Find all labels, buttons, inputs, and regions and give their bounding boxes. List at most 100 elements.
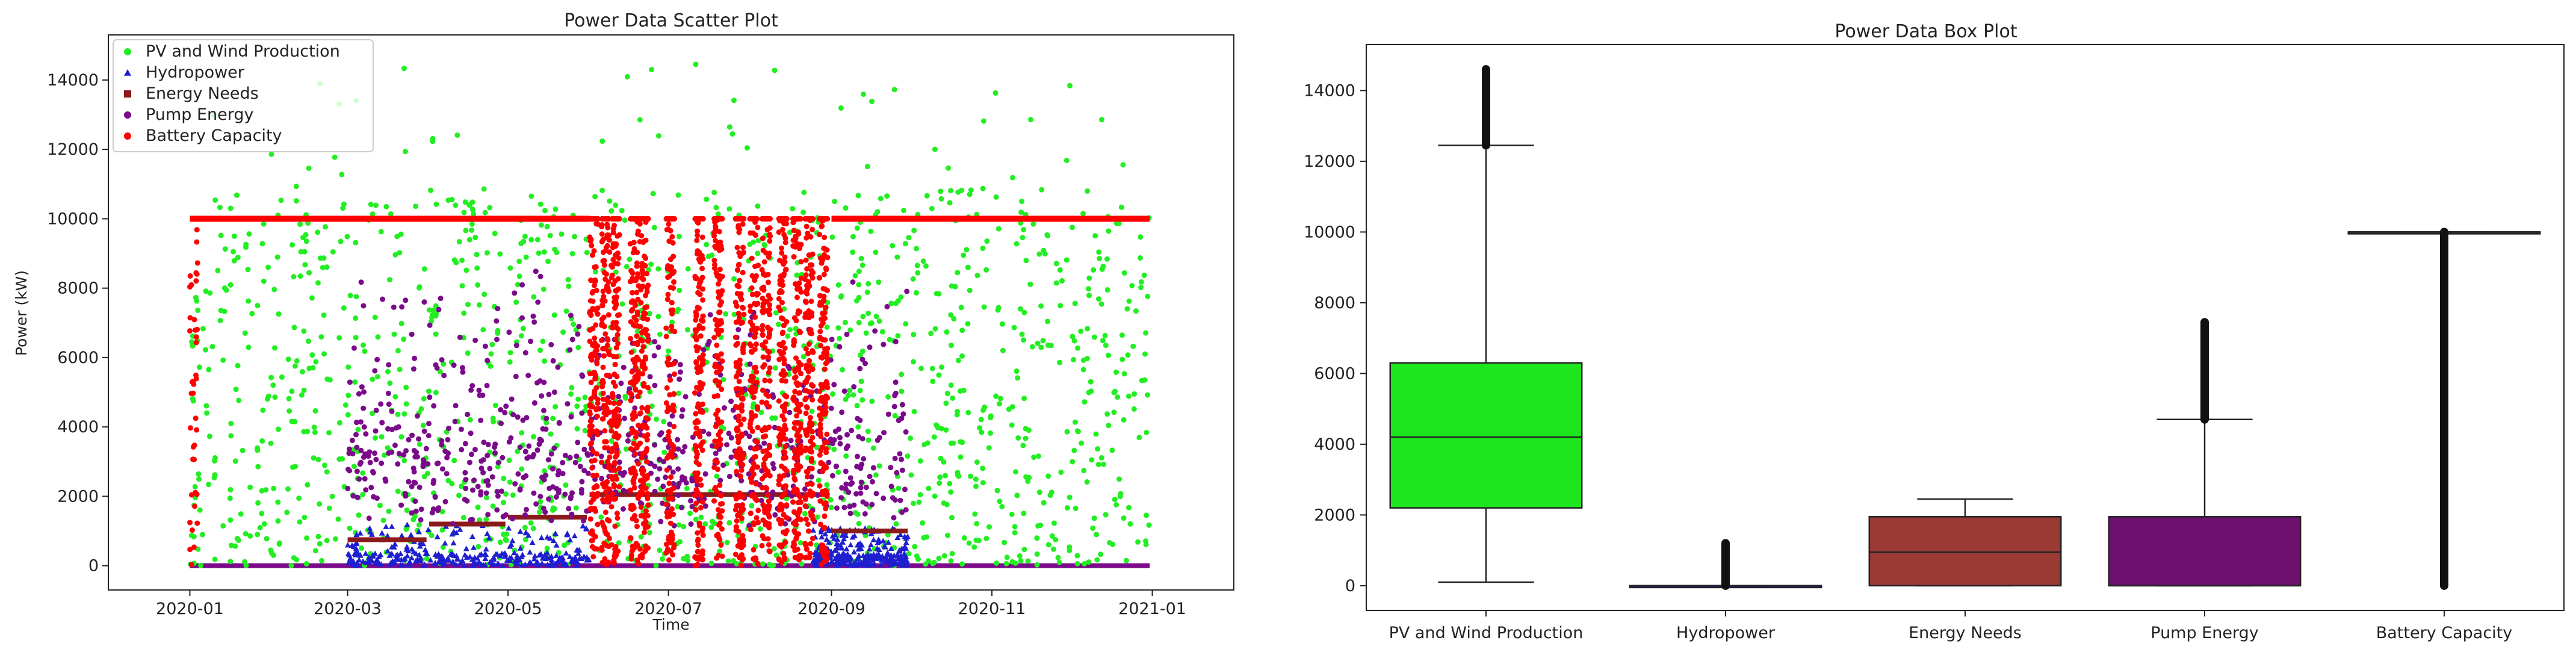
scatter-point xyxy=(218,308,224,314)
scatter-point xyxy=(643,356,649,362)
scatter-point xyxy=(958,454,964,460)
scatter-point xyxy=(577,555,583,561)
scatter-point xyxy=(599,231,605,237)
scatter-point xyxy=(574,453,580,459)
scatter-point xyxy=(808,541,814,547)
scatter-point xyxy=(661,459,667,465)
scatter-point xyxy=(501,532,507,538)
scatter-point xyxy=(699,499,705,505)
scatter-point xyxy=(1086,559,1092,565)
scatter-point xyxy=(459,365,465,371)
scatter-point xyxy=(599,476,605,482)
scatter-point xyxy=(379,530,385,536)
scatter-point xyxy=(621,364,627,370)
scatter-point xyxy=(300,369,306,375)
scatter-point xyxy=(740,556,746,562)
scatter-point xyxy=(560,471,566,477)
scatter-point xyxy=(853,559,859,565)
scatter-point xyxy=(553,494,559,500)
scatter-point xyxy=(978,417,984,423)
scatter-point xyxy=(950,395,956,401)
scatter-point xyxy=(401,66,407,72)
scatter-point xyxy=(562,453,568,459)
scatter-point xyxy=(402,149,408,155)
scatter-point xyxy=(326,505,332,511)
scatter-chart: Power Data Scatter Plot 2020-01 2020-03 20… xyxy=(13,10,1234,633)
scatter-point xyxy=(484,530,491,536)
scatter-point xyxy=(850,249,856,255)
scatter-point xyxy=(513,556,520,562)
scatter-point xyxy=(519,282,525,288)
scatter-point xyxy=(593,322,599,328)
scatter-point xyxy=(512,290,518,296)
scatter-point xyxy=(817,232,823,238)
scatter-point xyxy=(406,562,413,568)
scatter-point xyxy=(476,559,483,565)
scatter-point xyxy=(997,498,1003,504)
scatter-point xyxy=(748,527,754,533)
scatter-point xyxy=(556,420,562,426)
scatter-point xyxy=(640,284,646,290)
scatter-point xyxy=(291,555,297,561)
scatter-point xyxy=(892,497,898,503)
scatter-point xyxy=(821,526,827,532)
scatter-point xyxy=(695,228,701,234)
scatter-point xyxy=(503,538,509,544)
scatter-point xyxy=(407,532,414,538)
scatter-point xyxy=(988,413,994,419)
scatter-point xyxy=(589,465,595,471)
scatter-point xyxy=(848,555,855,561)
scatter-point xyxy=(475,544,481,550)
scatter-point xyxy=(1013,469,1019,475)
scatter-point xyxy=(676,390,682,396)
scatter-point xyxy=(485,358,491,364)
scatter-point xyxy=(865,311,872,317)
scatter-point xyxy=(740,221,746,227)
scatter-point xyxy=(780,368,786,374)
scatter-point xyxy=(378,561,385,567)
scatter-point xyxy=(451,458,457,464)
scatter-point xyxy=(380,296,386,302)
scatter-point xyxy=(861,91,867,97)
scatter-point xyxy=(238,511,244,517)
scatter-point xyxy=(234,192,240,198)
scatter-point xyxy=(740,533,746,539)
scatter-point xyxy=(1064,505,1070,511)
scatter-point xyxy=(404,544,410,550)
scatter-point xyxy=(690,434,696,440)
scatter-point xyxy=(782,235,788,241)
scatter-point xyxy=(751,394,757,400)
scatter-point xyxy=(879,554,885,560)
scatter-point xyxy=(804,266,810,272)
scatter-point xyxy=(751,520,757,526)
scatter-point xyxy=(197,507,203,513)
scatter-point xyxy=(728,399,734,405)
scatter-point xyxy=(478,465,485,471)
scatter-point xyxy=(360,470,366,476)
scatter-point xyxy=(542,551,548,557)
scatter-point xyxy=(365,453,371,459)
scatter-point xyxy=(556,468,562,474)
scatter-point xyxy=(487,465,493,471)
scatter-point xyxy=(582,427,588,433)
scatter-point xyxy=(392,252,398,258)
scatter-point xyxy=(817,412,823,418)
scatter-point xyxy=(240,447,246,453)
scatter-point xyxy=(767,225,773,231)
scatter-point xyxy=(749,285,755,291)
scatter-point xyxy=(747,361,753,367)
scatter-point xyxy=(604,372,610,378)
scatter-point xyxy=(591,282,597,288)
scatter-point xyxy=(755,424,761,430)
scatter-point xyxy=(796,553,802,559)
scatter-point xyxy=(719,273,725,279)
scatter-point xyxy=(1070,334,1076,340)
scatter-point xyxy=(723,311,729,317)
scatter-point xyxy=(217,205,223,211)
scatter-point xyxy=(653,416,659,422)
scatter-point xyxy=(593,385,599,391)
scatter-point xyxy=(881,341,887,347)
scatter-point xyxy=(494,318,500,324)
scatter-point xyxy=(958,305,964,311)
scatter-point xyxy=(611,414,618,420)
